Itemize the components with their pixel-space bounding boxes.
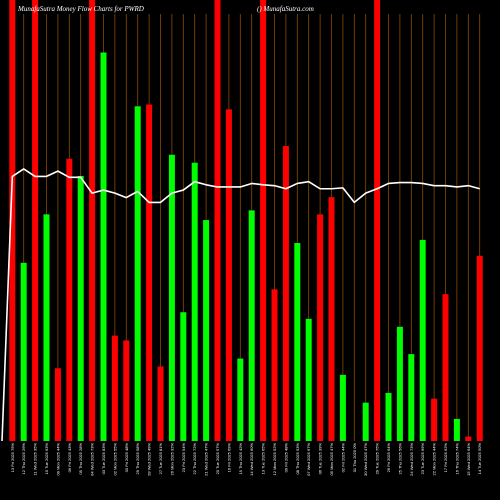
x-tick-label: 06 Tue 2025 39%	[318, 443, 323, 475]
bar	[146, 104, 153, 442]
bar	[396, 326, 403, 441]
bar	[111, 335, 118, 441]
x-tick-label: 01 Thu 2025 0%	[352, 443, 357, 473]
x-tick-label: 05 Thu 2025 28%	[78, 443, 83, 475]
x-tick-label: 28 Wed 2025 49%	[147, 443, 152, 476]
x-tick-labels: 13 Fri 2025 75% 12 Thu 2025 26% 11 Wed 202…	[10, 443, 482, 476]
x-tick-label: 29 Tue 2025 75%	[375, 443, 380, 475]
bar	[374, 0, 381, 441]
bar	[237, 358, 244, 441]
watermark: () MunafaSutra.com	[257, 5, 314, 13]
bar	[431, 398, 438, 441]
x-tick-label: 05 Mon 2025 47%	[329, 443, 334, 476]
bar	[180, 312, 187, 441]
x-tick-label: 22 Mon 2025 44%	[432, 443, 437, 476]
bar	[43, 214, 50, 441]
x-tick-label: 09 Fri 2025 48%	[283, 443, 288, 473]
x-tick-label: 09 Mon 2025 44%	[55, 443, 60, 476]
x-tick-label: 13 Fri 2025 75%	[10, 443, 15, 473]
x-tick-label: 12 Mon 2025 52%	[272, 443, 277, 476]
bar	[100, 52, 107, 441]
x-tick-label: 29 Thu 2025 58%	[135, 443, 140, 475]
bar	[157, 366, 164, 441]
x-tick-label: 25 Thu 2025 56%	[397, 443, 402, 475]
x-tick-label: 07 Wed 2025 67%	[306, 443, 311, 476]
bar	[260, 0, 267, 441]
x-tick-label: 13 Tue 2025 65%	[261, 443, 266, 475]
x-tick-label: 21 Wed 2025 47%	[204, 443, 209, 476]
bar	[77, 175, 84, 441]
bar	[453, 418, 460, 441]
x-tick-label: 14 Tue 2025 50%	[477, 443, 482, 475]
bar	[419, 239, 426, 441]
bar	[123, 340, 130, 441]
bar	[442, 294, 449, 441]
bar	[282, 145, 289, 441]
x-tick-label: 30 Fri 2025 48%	[124, 443, 129, 473]
x-tick-label: 27 Tue 2025 81%	[158, 443, 163, 475]
bar	[294, 242, 301, 441]
bar	[89, 0, 96, 441]
x-tick-label: 16 Fri 2025 69%	[226, 443, 231, 473]
x-tick-label: 12 Thu 2025 26%	[21, 443, 26, 475]
x-tick-label: 04 Wed 2025 73%	[90, 443, 95, 476]
x-tick-label: 15 Wed 2025 64%	[466, 443, 471, 476]
x-tick-label: 08 Thu 2025 53%	[295, 443, 300, 475]
bar	[168, 154, 175, 442]
bar	[191, 162, 198, 442]
bar	[32, 0, 39, 441]
x-tick-label: 11 Wed 2025 35%	[33, 443, 38, 476]
x-tick-label: 06 Fri 2025 43%	[67, 443, 72, 473]
x-tick-label: 02 Mon 2025 55%	[112, 443, 117, 476]
bar	[214, 0, 221, 441]
bars	[9, 0, 483, 442]
bar	[203, 220, 210, 441]
bar	[465, 436, 472, 441]
bar	[305, 318, 312, 441]
bar	[476, 255, 483, 441]
bar	[328, 197, 335, 441]
x-tick-label: 16 Thu 2025 74%	[454, 443, 459, 475]
x-tick-label: 23 Fri 2025 54%	[181, 443, 186, 473]
bar	[248, 210, 255, 441]
bar	[66, 158, 73, 441]
bar	[134, 106, 141, 441]
x-tick-label: 15 Thu 2025 42%	[238, 443, 243, 475]
x-tick-label: 20 Tue 2025 57%	[215, 443, 220, 475]
bar	[20, 262, 27, 441]
bar	[317, 214, 324, 441]
x-tick-label: 26 Fri 2025 64%	[386, 443, 391, 473]
bar	[339, 374, 346, 441]
x-tick-label: 22 Thu 2025 72%	[192, 443, 197, 475]
chart-title: MunafaSutra Money Flow Charts for PWRD	[17, 5, 144, 13]
x-tick-label: 10 Tue 2025 63%	[44, 443, 49, 475]
bar	[225, 109, 232, 442]
x-tick-label: 03 Tue 2025 83%	[101, 443, 106, 475]
bar	[54, 368, 61, 441]
bar	[9, 0, 16, 441]
x-tick-label: 14 Wed 2025 60%	[249, 443, 254, 476]
x-tick-label: 17 Fri 2025 62%	[443, 443, 448, 473]
x-tick-label: 23 Tue 2025 69%	[420, 443, 425, 475]
bar	[271, 289, 278, 441]
bar	[362, 402, 369, 441]
bar	[385, 392, 392, 441]
x-tick-label: 24 Wed 2025 73%	[409, 443, 414, 476]
x-tick-label: 26 Mon 2025 32%	[169, 443, 174, 476]
x-tick-label: 30 Wed 2025 47%	[363, 443, 368, 476]
money-flow-line	[1, 168, 480, 442]
x-tick-label: 02 Fri 2025 44%	[340, 443, 345, 473]
bar	[408, 354, 415, 441]
